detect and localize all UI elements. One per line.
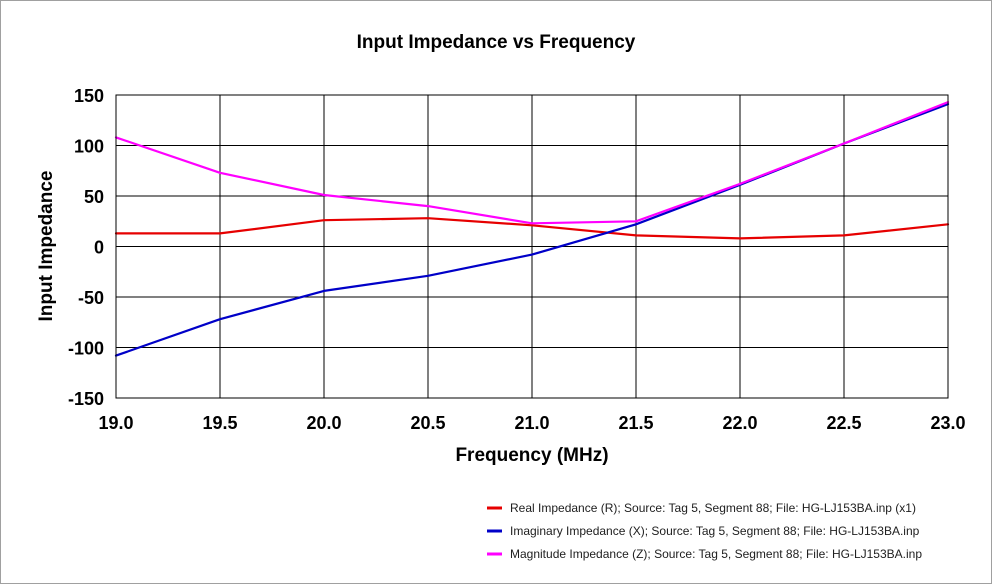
x-tick-label: 22.5 <box>826 413 861 433</box>
x-tick-label: 20.0 <box>306 413 341 433</box>
series-lines <box>114 100 950 357</box>
y-tick-label: -150 <box>68 389 104 409</box>
y-tick-label: 50 <box>84 187 104 207</box>
series-line-0 <box>114 217 950 240</box>
y-tick-label: 150 <box>74 86 104 106</box>
x-axis-ticks: 19.0 19.5 20.0 20.5 21.0 21.5 22.0 22.5 23.0 <box>98 413 965 433</box>
y-tick-label: -50 <box>78 288 104 308</box>
x-tick-label: 20.5 <box>410 413 445 433</box>
y-tick-label: 100 <box>74 137 104 157</box>
x-tick-label: 23.0 <box>930 413 965 433</box>
x-tick-label: 19.5 <box>202 413 237 433</box>
x-tick-label: 21.0 <box>514 413 549 433</box>
x-tick-label: 19.0 <box>98 413 133 433</box>
x-axis-label: Frequency (MHz) <box>455 445 608 466</box>
legend-entry-0: Real Impedance (R); Source: Tag 5, Segme… <box>510 501 916 515</box>
x-tick-label: 22.0 <box>722 413 757 433</box>
legend-entry-1: Imaginary Impedance (X); Source: Tag 5, … <box>510 524 920 538</box>
legend-entry-2: Magnitude Impedance (Z); Source: Tag 5, … <box>510 547 922 561</box>
y-axis-label: Input Impedance <box>36 171 57 322</box>
x-tick-label: 21.5 <box>618 413 653 433</box>
grid-lines <box>115 94 949 399</box>
y-tick-label: -100 <box>68 339 104 359</box>
series-line-2 <box>114 100 950 225</box>
legend: Real Impedance (R); Source: Tag 5, Segme… <box>487 501 922 561</box>
chart-title: Input Impedance vs Frequency <box>357 32 636 53</box>
plot-area-border <box>115 94 949 399</box>
y-tick-label: 0 <box>94 238 104 258</box>
y-axis-ticks: 150 100 50 0 -50 -100 -150 <box>68 86 104 409</box>
